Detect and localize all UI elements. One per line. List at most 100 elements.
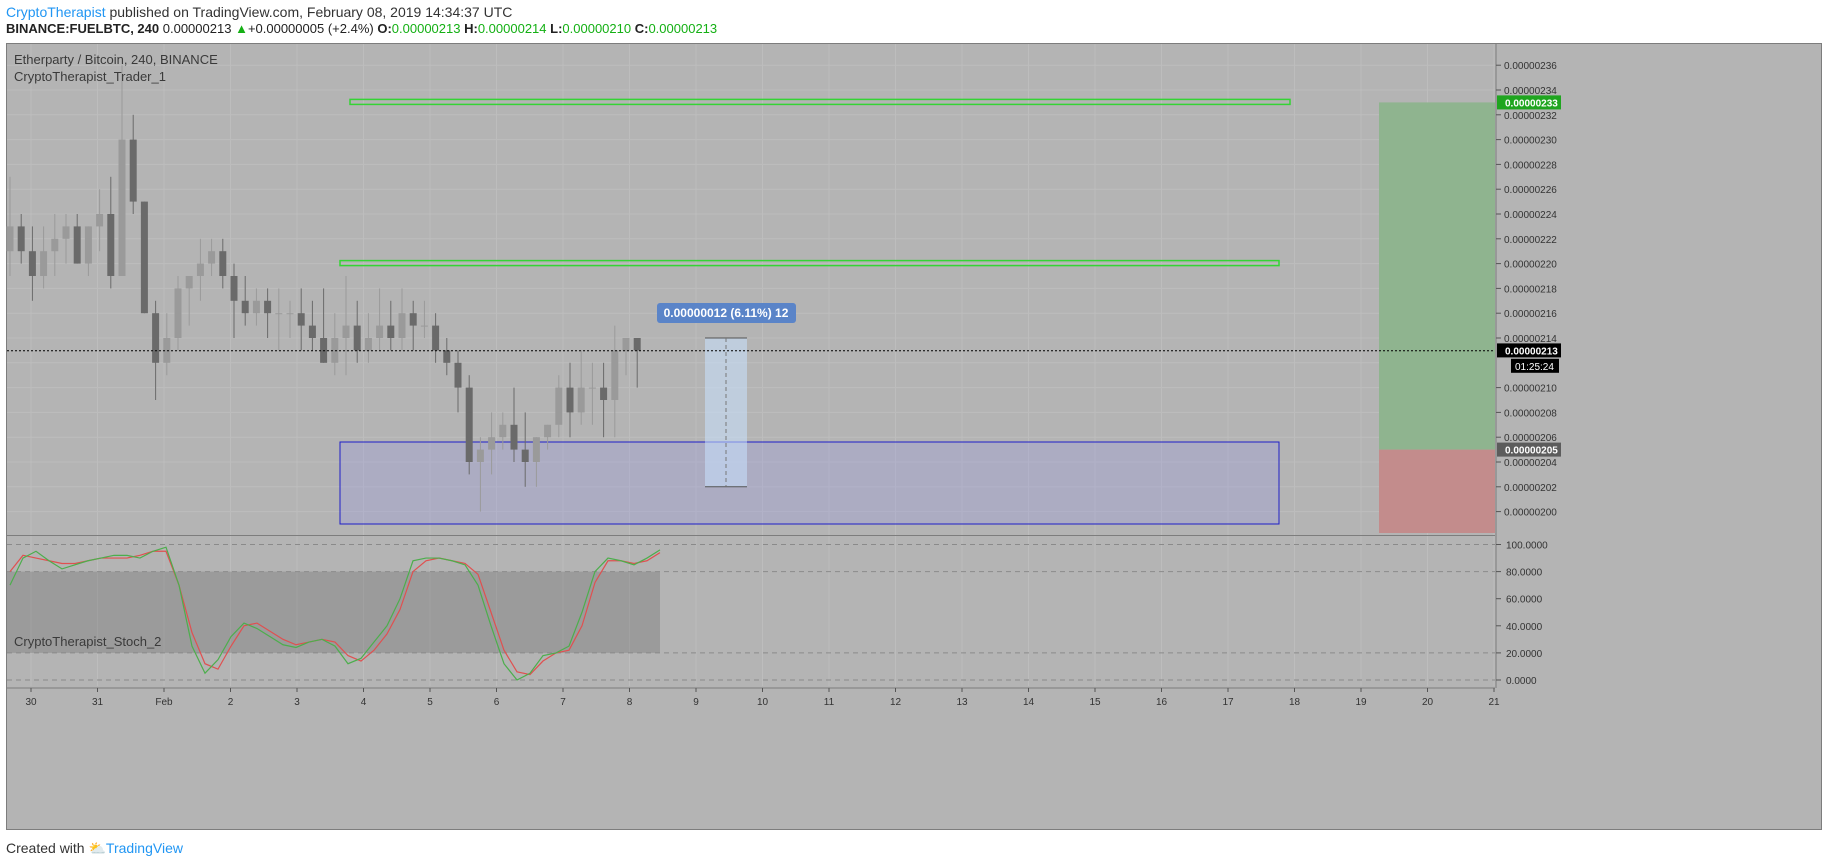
high-value: 0.00000214 xyxy=(477,21,547,36)
time-tick-label: 10 xyxy=(757,697,769,708)
candle-body xyxy=(241,300,249,314)
author-link[interactable]: CryptoTherapist xyxy=(6,4,106,20)
candle-body xyxy=(230,276,238,301)
candle-body xyxy=(376,325,384,338)
price-tick-label: 0.00000218 xyxy=(1504,284,1557,295)
candle-body xyxy=(185,276,193,289)
price-tick-label: 0.00000202 xyxy=(1504,483,1557,494)
price-tick-label: 0.00000214 xyxy=(1504,334,1557,345)
candle-body xyxy=(364,338,372,351)
time-tick-label: 2 xyxy=(228,697,234,708)
candle-body xyxy=(73,226,81,264)
stoch-tick-label: 100.0000 xyxy=(1506,541,1548,552)
candle-body xyxy=(17,226,25,252)
symbol-bar: BINANCE:FUELBTC, 240 0.00000213 ▲+0.0000… xyxy=(6,21,717,36)
time-tick-label: 30 xyxy=(25,697,37,708)
candle-body xyxy=(499,424,507,438)
candle-body xyxy=(476,449,484,462)
candle-body xyxy=(521,449,529,462)
price-tick-label: 0.00000222 xyxy=(1504,235,1557,246)
stoch-legend[interactable]: CryptoTherapist_Stoch_2 xyxy=(14,634,162,649)
entry-price-marker: 0.00000205 xyxy=(1505,446,1558,457)
time-tick-label: Feb xyxy=(155,697,173,708)
close-value: 0.00000213 xyxy=(648,21,718,36)
high-label: H: xyxy=(464,21,478,36)
time-tick-label: 11 xyxy=(824,697,835,708)
candle-body xyxy=(555,387,563,425)
candle-body xyxy=(600,387,608,400)
change-value: +0.00000005 (+2.4%) xyxy=(247,21,374,36)
candle-body xyxy=(152,313,160,363)
candle-body xyxy=(443,350,451,363)
candle-body xyxy=(331,338,339,363)
candle-body xyxy=(342,325,350,338)
price-tick-label: 0.00000228 xyxy=(1504,160,1557,171)
stoch-tick-label: 40.0000 xyxy=(1506,622,1543,633)
candle-body xyxy=(566,387,574,413)
price-tick-label: 0.00000200 xyxy=(1504,508,1557,519)
stoch-tick-label: 20.0000 xyxy=(1506,649,1543,660)
candle-body xyxy=(28,251,36,276)
published-text: published on TradingView.com, February 0… xyxy=(109,4,513,20)
candle-body xyxy=(264,300,272,314)
last-price: 0.00000213 xyxy=(162,21,232,36)
target-price-marker-bg xyxy=(1497,95,1561,110)
candle-body xyxy=(107,214,115,276)
current-price-marker-bg xyxy=(1497,343,1561,358)
candle-body xyxy=(275,313,283,315)
candle-body xyxy=(219,251,227,276)
demand-zone xyxy=(339,441,1280,525)
price-tick-label: 0.00000224 xyxy=(1504,210,1557,221)
target-zone xyxy=(1379,102,1495,450)
candle-body xyxy=(96,214,104,227)
time-tick-label: 7 xyxy=(560,697,566,708)
indicator-legend[interactable]: CryptoTherapist_Trader_1 xyxy=(14,69,166,84)
time-tick-label: 20 xyxy=(1422,697,1434,708)
low-value: 0.00000210 xyxy=(562,21,632,36)
countdown-bg xyxy=(1511,358,1559,373)
stoch-tick-label: 80.0000 xyxy=(1506,568,1543,579)
candle-body xyxy=(611,350,619,400)
time-tick-label: 19 xyxy=(1355,697,1367,708)
close-label: C: xyxy=(634,21,649,36)
time-tick-label: 17 xyxy=(1222,697,1234,708)
price-tick-label: 0.00000230 xyxy=(1504,136,1557,147)
price-tick-label: 0.00000232 xyxy=(1504,111,1557,122)
stoch-tick-label: 0.0000 xyxy=(1506,676,1537,687)
candle-body xyxy=(208,251,216,264)
tradingview-link[interactable]: TradingView xyxy=(105,840,183,856)
candle-body xyxy=(588,387,596,389)
candle-body xyxy=(465,387,473,462)
stoch-tick-label: 60.0000 xyxy=(1506,595,1543,606)
candle-body xyxy=(84,226,92,264)
candle-body xyxy=(308,325,316,338)
candle-body xyxy=(353,325,361,351)
time-tick-label: 15 xyxy=(1089,697,1101,708)
time-tick-label: 14 xyxy=(1023,697,1035,708)
candle-body xyxy=(544,424,552,438)
candle-body xyxy=(196,263,204,276)
price-tick-label: 0.00000220 xyxy=(1504,260,1557,271)
candle-body xyxy=(387,325,395,338)
open-label: O: xyxy=(377,21,392,36)
created-with-text: Created with xyxy=(6,840,85,856)
candle-body xyxy=(297,313,305,326)
price-tick-label: 0.00000216 xyxy=(1504,309,1557,320)
stoch-d-line xyxy=(9,550,661,676)
candle-body xyxy=(510,424,518,450)
tradingview-logo-icon: ⛅ xyxy=(88,840,106,856)
candle-body xyxy=(51,238,59,252)
candle-body xyxy=(40,251,48,276)
entry-price-marker-bg xyxy=(1497,442,1561,457)
candle-body xyxy=(420,325,428,327)
price-tick-label: 0.00000236 xyxy=(1504,61,1557,72)
candle-body xyxy=(488,437,496,450)
candle-body xyxy=(286,313,294,315)
footer: Created with ⛅TradingView xyxy=(6,840,183,857)
time-tick-label: 5 xyxy=(427,697,433,708)
candle-body xyxy=(6,226,14,252)
candle-body xyxy=(454,362,462,388)
time-tick-label: 18 xyxy=(1289,697,1301,708)
chart-title: Etherparty / Bitcoin, 240, BINANCE xyxy=(14,52,218,67)
